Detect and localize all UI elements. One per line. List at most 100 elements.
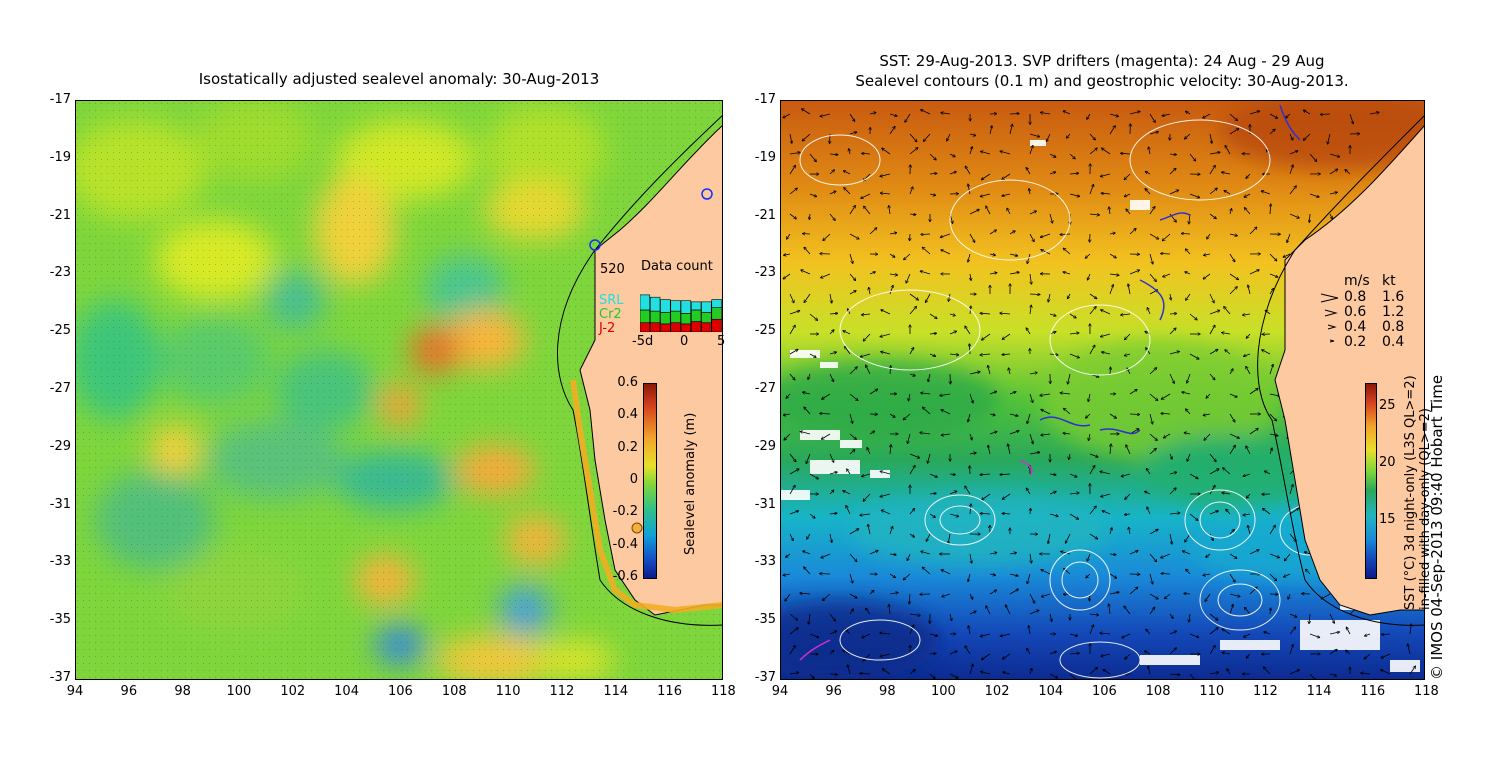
velocity-arrow	[1229, 593, 1240, 597]
left-x-tick-98: 98	[174, 684, 191, 699]
velocity-arrow	[1068, 373, 1071, 384]
velocity-arrow	[1149, 132, 1158, 135]
velocity-arrow	[929, 513, 935, 517]
velocity-arrow	[1069, 633, 1077, 636]
velocity-arrow	[1026, 168, 1031, 175]
velocity-arrow	[889, 554, 896, 555]
velocity-arrow	[869, 288, 870, 295]
velocity-arrow	[849, 593, 857, 598]
velocity-arrow	[1169, 513, 1180, 514]
right-x-tick-112: 112	[1253, 684, 1278, 699]
velocity-arrow	[941, 570, 951, 575]
velocity-arrow	[1247, 333, 1251, 338]
velocity-arrow	[1147, 308, 1151, 315]
velocity-arrow	[929, 654, 936, 655]
velocity-arrow	[1244, 353, 1251, 356]
velocity-legend-row1-ms: 0.8	[1344, 289, 1367, 305]
left-y-tick--35: -35	[49, 612, 71, 628]
velocity-arrow	[849, 553, 857, 561]
data-count-bar-j-2	[711, 318, 722, 332]
velocity-arrow	[1149, 253, 1153, 264]
right-x-tick-96: 96	[825, 684, 842, 699]
velocity-arrow	[929, 194, 935, 195]
velocity-arrow	[1185, 433, 1191, 434]
velocity-arrow	[1064, 248, 1071, 255]
velocity-arrow	[789, 373, 795, 380]
velocity-arrow	[1089, 433, 1091, 440]
velocity-arrow	[1209, 486, 1215, 495]
velocity-arrow	[968, 626, 970, 635]
velocity-arrow	[1329, 650, 1337, 655]
velocity-arrow	[1100, 472, 1111, 475]
velocity-arrow	[969, 210, 979, 215]
velocity-arrow	[1030, 273, 1031, 284]
velocity-arrow	[806, 453, 811, 463]
velocity-arrow	[1049, 513, 1058, 516]
right-y-tick--37: -37	[754, 670, 776, 685]
velocity-arrow	[1087, 113, 1091, 119]
velocity-arrow	[809, 193, 816, 196]
velocity-arrow	[848, 309, 851, 315]
velocity-arrow	[1126, 209, 1131, 215]
right-x-tick-114: 114	[1306, 684, 1332, 699]
right-y-tick--33: -33	[754, 554, 776, 570]
velocity-arrow	[942, 434, 951, 435]
velocity-arrow	[989, 590, 996, 595]
sealevel-colorbar-tick: 0.6	[617, 375, 638, 390]
velocity-arrow	[1169, 154, 1176, 155]
velocity-arrow	[1249, 111, 1259, 115]
velocity-arrow	[1283, 253, 1291, 257]
velocity-arrow	[1309, 633, 1319, 637]
velocity-arrow	[1064, 409, 1071, 415]
velocity-arrow	[940, 393, 951, 396]
velocity-arrow	[1126, 445, 1131, 455]
velocity-arrow	[1086, 253, 1091, 258]
velocity-arrow	[889, 573, 895, 577]
velocity-arrow	[1289, 670, 1299, 675]
velocity-arrow	[1246, 173, 1251, 178]
velocity-arrow	[1381, 653, 1391, 658]
data-count-bar-j-2	[701, 322, 712, 332]
velocity-arrow	[1186, 249, 1191, 255]
velocity-arrow	[926, 533, 931, 541]
velocity-arrow	[789, 350, 798, 355]
velocity-arrow	[1149, 413, 1153, 424]
velocity-arrow	[860, 674, 871, 675]
velocity-arrow	[941, 233, 951, 237]
velocity-arrow	[889, 206, 890, 215]
velocity-arrow	[829, 330, 834, 335]
velocity-arrow	[1109, 253, 1116, 258]
velocity-arrow	[1223, 653, 1231, 655]
velocity-arrow	[1229, 393, 1237, 397]
velocity-arrow	[829, 213, 835, 220]
velocity-arrow	[1089, 506, 1096, 515]
velocity-arrow	[849, 273, 855, 280]
velocity-arrow	[1209, 453, 1216, 461]
velocity-arrow	[1145, 651, 1151, 655]
velocity-arrow	[969, 593, 973, 599]
velocity-arrow	[1229, 605, 1233, 615]
velocity-arrow	[789, 133, 792, 143]
velocity-arrow	[1101, 333, 1111, 337]
velocity-arrow	[1189, 213, 1190, 224]
velocity-arrow	[786, 553, 791, 557]
velocity-arrow	[1329, 169, 1337, 175]
data-count-bar-srl	[680, 300, 692, 314]
velocity-arrow	[1161, 553, 1171, 558]
velocity-arrow	[1049, 652, 1056, 655]
velocity-arrow	[889, 286, 893, 295]
right-y-tick--21: -21	[754, 207, 776, 223]
velocity-arrow	[869, 272, 875, 275]
velocity-arrow	[862, 153, 871, 154]
left-x-tick-116: 116	[657, 684, 682, 699]
data-count-tick-zero: 0	[680, 334, 689, 349]
data-count-bar-cr2	[680, 313, 692, 325]
velocity-arrow	[849, 413, 853, 423]
velocity-arrow	[1029, 610, 1039, 615]
right-map-title-line2: Sealevel contours (0.1 m) and geostrophi…	[855, 72, 1349, 90]
velocity-arrow	[1149, 553, 1156, 562]
velocity-arrow	[970, 553, 972, 563]
velocity-arrow	[1186, 409, 1191, 415]
velocity-arrow	[904, 573, 911, 580]
velocity-arrow	[1369, 112, 1379, 114]
